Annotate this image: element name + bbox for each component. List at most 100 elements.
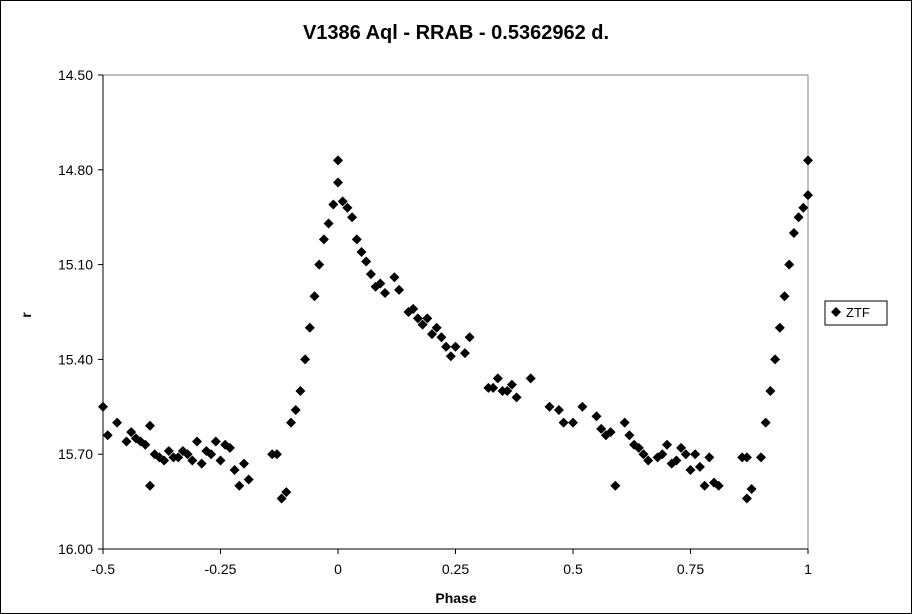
data-point — [741, 452, 752, 463]
data-point — [210, 436, 221, 447]
data-point — [784, 259, 795, 270]
data-point — [333, 155, 343, 166]
data-point — [98, 401, 108, 412]
data-point — [229, 465, 240, 475]
data-point — [173, 452, 184, 463]
data-point — [300, 354, 311, 365]
data-point — [619, 417, 630, 428]
data-point — [286, 417, 296, 428]
data-point — [676, 442, 687, 453]
data-point — [459, 348, 470, 359]
data-point — [464, 332, 475, 343]
data-point — [713, 480, 724, 491]
data-point — [690, 449, 701, 460]
data-point — [281, 487, 292, 498]
data-point — [511, 392, 522, 403]
data-point — [624, 430, 635, 441]
y-tick-label: 15.10 — [58, 257, 93, 273]
data-point — [314, 259, 325, 270]
data-point — [445, 351, 456, 362]
data-point — [375, 278, 386, 289]
data-point — [774, 322, 785, 333]
x-tick-label: 0 — [334, 561, 342, 577]
data-point — [417, 319, 428, 330]
data-point — [408, 303, 419, 314]
data-point — [196, 458, 207, 469]
data-point — [803, 155, 813, 166]
data-point — [756, 452, 766, 463]
x-tick-label: 1 — [804, 561, 812, 577]
data-point — [295, 386, 306, 396]
data-point — [309, 291, 320, 302]
data-point — [770, 354, 781, 365]
data-point — [436, 332, 447, 343]
data-point — [290, 404, 301, 415]
x-tick-label: -0.25 — [205, 561, 237, 577]
data-point — [431, 322, 442, 333]
data-point — [351, 234, 362, 245]
data-point — [159, 455, 170, 466]
data-point — [112, 417, 123, 428]
data-point — [347, 212, 358, 223]
data-point — [145, 480, 155, 491]
data-point — [234, 480, 245, 491]
y-tick-label: 14.50 — [58, 67, 93, 83]
data-point — [699, 480, 710, 491]
data-point — [192, 436, 202, 447]
x-tick-label: 0.5 — [563, 561, 583, 577]
y-tick-label: 16.00 — [58, 541, 93, 557]
y-axis: 14.50 14.80 15.10 15.40 15.70 16.00 — [58, 67, 104, 557]
data-point — [361, 256, 372, 267]
data-point — [694, 461, 705, 472]
data-point — [577, 401, 588, 412]
data-point — [271, 449, 282, 460]
chart-title: V1386 Aql - RRAB - 0.5362962 d. — [303, 22, 609, 44]
data-point — [506, 379, 517, 390]
y-tick-label: 15.70 — [58, 446, 93, 462]
data-point — [333, 177, 343, 188]
legend: ZTF — [824, 300, 888, 326]
data-point — [121, 436, 132, 447]
y-tick-label: 14.80 — [58, 162, 93, 178]
data-point — [788, 228, 799, 238]
data-point — [102, 430, 113, 441]
data-point — [126, 427, 137, 438]
data-point — [760, 417, 771, 428]
data-point — [224, 442, 235, 453]
data-point — [318, 234, 329, 245]
data-point — [553, 404, 564, 415]
data-point — [662, 439, 672, 450]
legend-label: ZTF — [846, 305, 870, 320]
data-point — [304, 322, 315, 333]
data-point — [182, 449, 193, 460]
data-point — [356, 246, 367, 257]
x-tick-label: -0.5 — [91, 561, 115, 577]
data-point — [525, 373, 536, 384]
data-point — [671, 455, 682, 466]
data-point — [342, 202, 353, 213]
y-tick-label: 15.40 — [58, 351, 93, 367]
data-point — [704, 452, 715, 463]
data-point — [657, 449, 668, 460]
data-point — [803, 190, 813, 201]
data-point — [206, 449, 217, 460]
data-point — [643, 455, 654, 466]
data-point — [328, 199, 339, 210]
data-point — [380, 288, 390, 299]
data-point — [389, 272, 400, 283]
x-axis: -0.5 -0.25 0 0.25 0.5 0.75 1 — [91, 548, 812, 577]
data-point — [638, 449, 649, 460]
data-point — [450, 341, 461, 352]
data-point — [798, 202, 809, 213]
data-point — [140, 439, 151, 450]
data-point — [793, 212, 804, 223]
data-point — [596, 423, 607, 434]
data-point — [558, 417, 569, 428]
data-point — [544, 401, 555, 412]
legend-marker-icon — [831, 307, 841, 317]
data-point — [746, 483, 757, 494]
plot-area — [102, 74, 809, 550]
data-point — [145, 420, 155, 431]
data-point — [779, 291, 790, 302]
